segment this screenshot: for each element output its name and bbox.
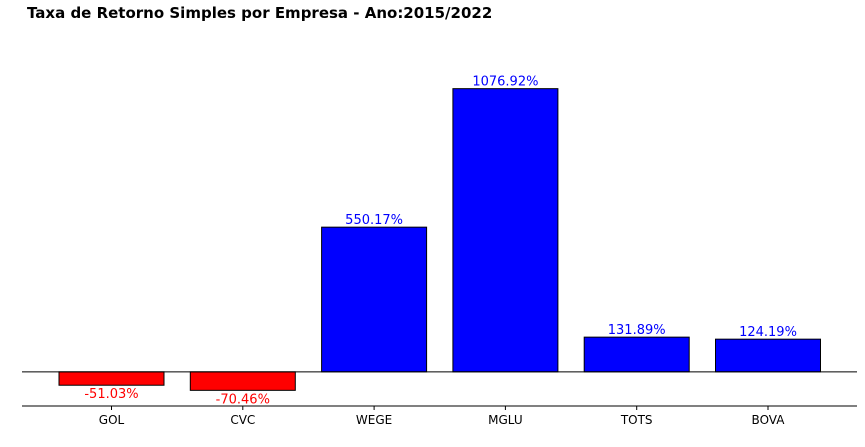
value-label-wege: 550.17% [345,213,403,228]
bar-tots [583,336,690,373]
bar-wege [321,226,428,373]
x-tick-label-tots: TOTS [620,413,653,427]
x-tick-label-wege: WEGE [356,413,392,427]
x-tick-label-mglu: MGLU [488,413,523,427]
bar-cvc [189,371,296,391]
value-label-gol: -51.03% [84,387,138,402]
value-label-bova: 124.19% [739,325,797,340]
value-label-mglu: 1076.92% [472,75,538,90]
bar-gol [58,371,165,386]
bar-bova [715,338,821,373]
value-label-cvc: -70.46% [216,392,270,407]
x-tick-label-bova: BOVA [752,413,786,427]
value-label-tots: 131.89% [608,323,666,338]
x-tick-label-cvc: CVC [230,413,255,427]
x-tick-label-gol: GOL [99,413,125,427]
bar-mglu [452,88,559,373]
chart-title: Taxa de Retorno Simples por Empresa - An… [27,4,493,22]
